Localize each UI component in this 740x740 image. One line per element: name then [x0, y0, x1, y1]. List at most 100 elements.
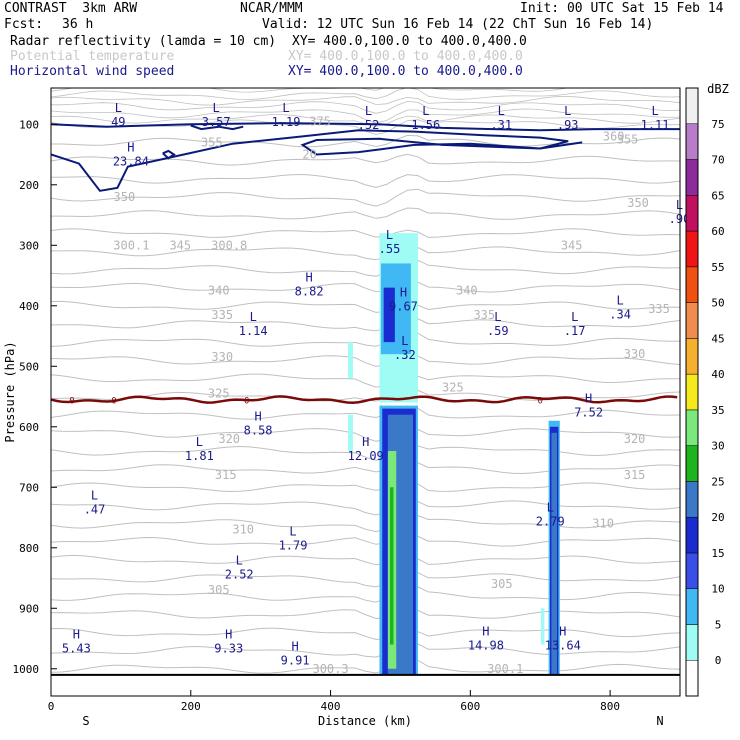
theta-contour	[51, 642, 680, 658]
theta-label: 340	[208, 284, 230, 298]
colorbar-label: 5	[715, 618, 722, 631]
extremum-value: .93	[557, 118, 579, 132]
extremum-marker: H	[482, 625, 489, 639]
reflectivity-cell	[348, 414, 353, 451]
theta-contour	[51, 331, 680, 347]
extremum-marker: L	[236, 554, 243, 568]
y-axis-title: Pressure (hPa)	[3, 341, 17, 442]
valid-time: Valid: 12 UTC Sun 16 Feb 14 (22 ChT Sun …	[262, 17, 654, 32]
colorbar-swatch	[685, 302, 699, 339]
theta-contour	[51, 515, 680, 533]
extremum-marker: L	[365, 104, 372, 118]
field-wind-xy: XY= 400.0,100.0 to 400.0,400.0	[288, 64, 523, 79]
theta-contour	[51, 100, 680, 114]
extremum-marker: H	[225, 628, 232, 642]
extremum-marker: L	[196, 435, 203, 449]
theta-contour	[51, 228, 680, 238]
extremum-marker: L	[91, 488, 98, 502]
theta-label: 300.1	[113, 238, 149, 252]
y-tick-label: 1000	[13, 663, 40, 676]
y-tick-label: 500	[19, 360, 39, 373]
theta-label: 330	[211, 350, 233, 364]
theta-contour	[51, 405, 680, 420]
extremum-marker: L	[386, 228, 393, 242]
theta-contour	[51, 173, 680, 188]
colorbar-label: 20	[711, 511, 724, 524]
extremum-value: .55	[379, 242, 401, 256]
freezing-level-label: 0	[111, 397, 116, 407]
freezing-level-label: 0	[538, 397, 543, 407]
colorbar-unit: dBZ	[707, 82, 729, 96]
theta-contour	[51, 445, 680, 461]
wind-speed-contour	[190, 124, 244, 131]
extremum-marker: H	[400, 286, 407, 300]
extremum-marker: H	[362, 435, 369, 449]
extremum-value: 9.33	[214, 642, 243, 656]
extremum-value: 1.81	[185, 449, 214, 463]
fcst-value: 36 h	[62, 17, 94, 32]
y-tick-label: 900	[19, 602, 39, 615]
extremum-marker: L	[564, 104, 571, 118]
theta-label: 315	[215, 468, 237, 482]
field-reflectivity: Radar reflectivity (lamda = 10 cm)	[10, 34, 277, 49]
theta-contour	[51, 207, 680, 220]
colorbar-swatch	[685, 624, 699, 661]
colorbar-swatch	[685, 159, 699, 196]
extremum-value: 7.52	[574, 406, 603, 420]
theta-contour	[51, 481, 680, 493]
theta-contour	[51, 658, 680, 674]
extremum-value: .47	[84, 502, 106, 516]
extremum-value: .32	[394, 348, 416, 362]
theta-contour	[51, 88, 570, 93]
fcst-label: Fcst:	[4, 17, 44, 32]
extremum-marker: H	[559, 625, 566, 639]
theta-contour	[51, 586, 680, 603]
theta-label: 325	[442, 380, 464, 394]
theta-contour	[51, 88, 680, 100]
theta-label: 20	[302, 148, 316, 162]
theta-label: 300.8	[211, 238, 247, 252]
colorbar-label: 50	[711, 297, 724, 310]
theta-contour	[51, 373, 680, 388]
extremum-value: 13.64	[545, 639, 581, 653]
model-title: CONTRAST 3km ARW	[4, 1, 138, 16]
extremum-marker: L	[115, 101, 122, 115]
colorbar-label: 55	[711, 261, 724, 274]
theta-label: 310	[592, 517, 614, 531]
theta-label: 355	[201, 135, 223, 149]
extremum-marker: L	[616, 294, 623, 308]
theta-contour	[51, 554, 680, 566]
colorbar-swatch	[685, 373, 699, 411]
extremum-value: 1.19	[272, 115, 301, 129]
extremum-marker: L	[401, 334, 408, 348]
extremum-value: .34	[609, 308, 631, 322]
theta-contour	[51, 246, 680, 261]
colorbar-swatch	[685, 552, 699, 589]
colorbar-swatch	[685, 445, 699, 482]
extremum-marker: H	[73, 628, 80, 642]
extremum-value: .52	[358, 118, 380, 132]
colorbar-label: 45	[711, 332, 724, 345]
theta-contour	[51, 153, 680, 166]
theta-label: 335	[473, 308, 495, 322]
colorbar-swatch	[685, 588, 699, 625]
extremum-marker: H	[585, 392, 592, 406]
wind-speed-contour	[51, 129, 583, 192]
extremum-value: .17	[564, 324, 586, 338]
colorbar-swatch	[685, 659, 699, 697]
extremum-marker: H	[254, 410, 261, 424]
extremum-value: 9.67	[389, 300, 418, 314]
theta-label: 325	[208, 387, 230, 401]
x-tick-label: 200	[181, 700, 201, 713]
theta-label: 335	[211, 308, 233, 322]
theta-contour	[51, 74, 680, 87]
theta-contour	[51, 461, 680, 475]
colorbar-swatch	[685, 195, 699, 232]
colorbar-swatch	[685, 266, 699, 303]
theta-label: 305	[208, 583, 230, 597]
colorbar-swatch	[685, 481, 699, 518]
theta-contour	[51, 317, 680, 332]
extremum-value: 1.11	[641, 118, 670, 132]
theta-label: 345	[561, 238, 583, 252]
colorbar-label: 60	[711, 225, 724, 238]
